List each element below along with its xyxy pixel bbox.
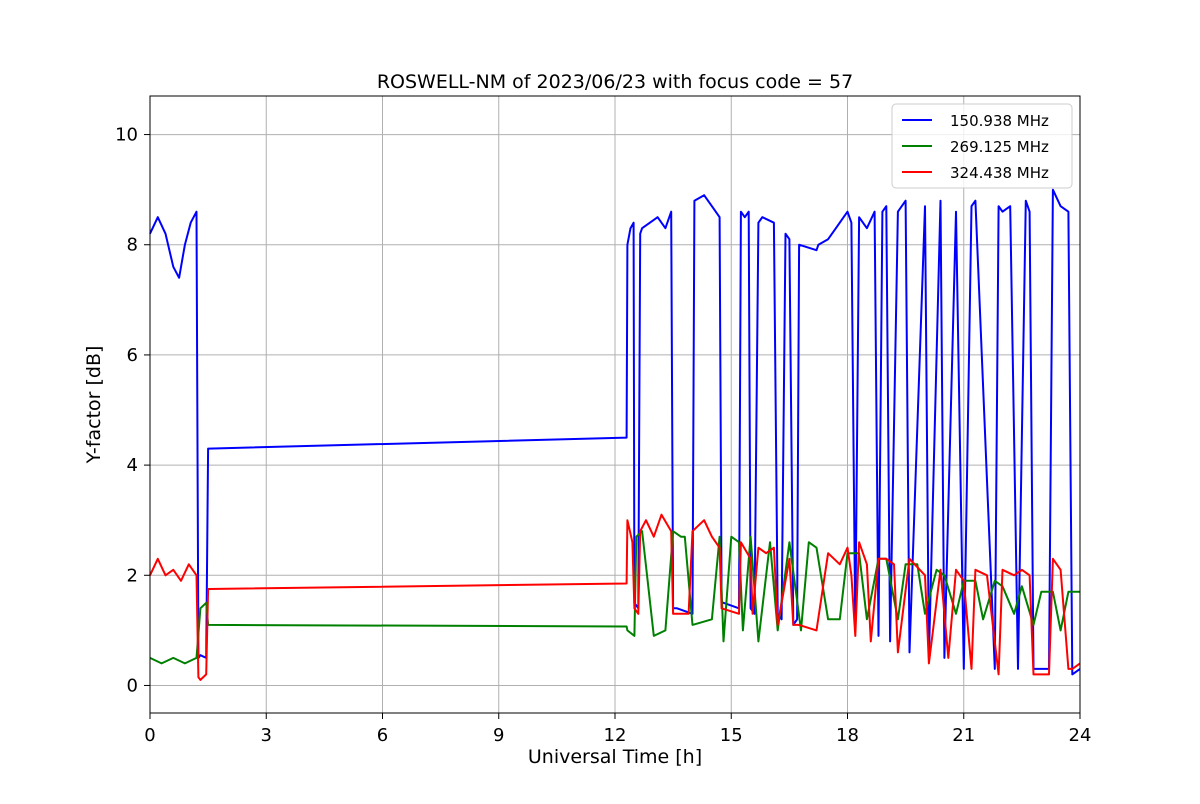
y-tick-label: 8 <box>127 235 138 256</box>
y-tick-label: 6 <box>127 345 138 366</box>
series-line <box>149 513 1081 681</box>
legend-label: 269.125 MHz <box>950 138 1049 156</box>
x-tick-label: 0 <box>144 725 155 746</box>
y-tick-label: 4 <box>127 455 138 476</box>
x-tick-label: 24 <box>1069 725 1092 746</box>
x-tick-label: 21 <box>952 725 975 746</box>
y-tick-label: 10 <box>115 125 138 146</box>
x-tick-label: 3 <box>261 725 272 746</box>
x-tick-label: 12 <box>604 725 627 746</box>
legend-box <box>891 103 1073 189</box>
legend-label: 150.938 MHz <box>950 112 1049 130</box>
series-line <box>149 188 1081 676</box>
x-tick-label: 9 <box>493 725 504 746</box>
y-tick-label: 2 <box>127 565 138 586</box>
y-axis-label: Y-factor [dB] <box>83 346 105 465</box>
x-tick-label: 15 <box>720 725 743 746</box>
chart-title: ROSWELL-NM of 2023/06/23 with focus code… <box>377 71 853 93</box>
series-layer <box>149 188 1081 681</box>
x-tick-label: 18 <box>836 725 859 746</box>
legend-label: 324.438 MHz <box>950 164 1049 182</box>
x-axis-label: Universal Time [h] <box>528 746 702 768</box>
legend: 150.938 MHz 269.125 MHz 324.438 MHz <box>891 103 1073 189</box>
series-line <box>149 530 1080 665</box>
y-tick-label: 0 <box>127 675 138 696</box>
x-tick-label: 6 <box>377 725 388 746</box>
